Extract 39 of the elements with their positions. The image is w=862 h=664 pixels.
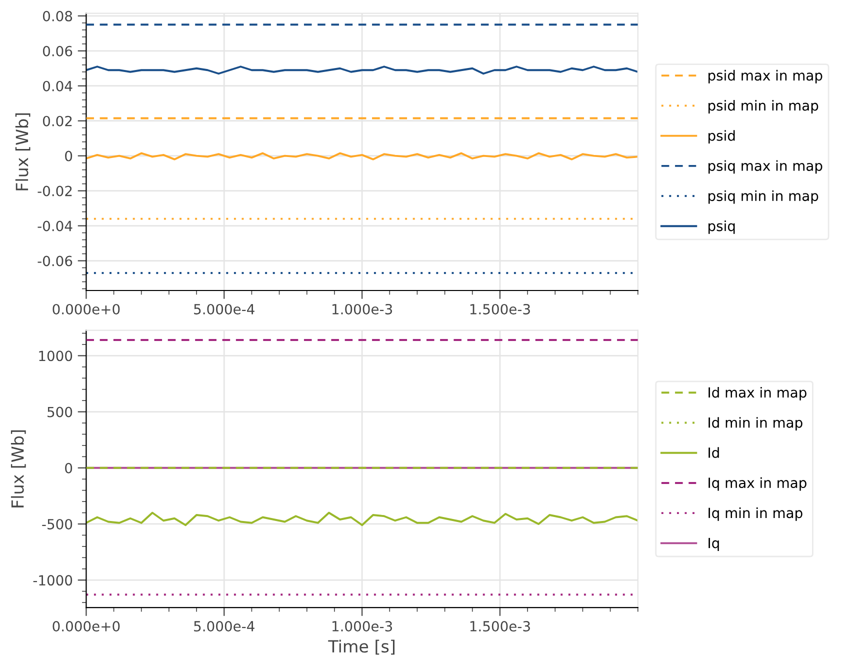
line-series: [86, 152, 638, 160]
y-axis-title: Flux [Wb]: [15, 113, 30, 190]
y-tick-label: 0: [65, 462, 72, 474]
legend-label: psid min in map: [708, 100, 818, 114]
y-tick-label: -500: [42, 518, 72, 530]
y-tick-label: -1000: [33, 575, 72, 586]
y-tick-label: 0.08: [42, 10, 72, 22]
x-tick-label: 0.000e+0: [52, 304, 120, 314]
line-series: [86, 66, 638, 75]
legend-label: Iq min in map: [708, 507, 802, 521]
legend-label: Id min in map: [708, 417, 802, 431]
x-tick-label: 5.000e-4: [194, 304, 254, 314]
x-axis-title: Time [s]: [328, 640, 394, 655]
y-tick-label: -0.06: [38, 256, 72, 266]
legend-label: Id max in map: [708, 386, 806, 400]
y-axis-title: Flux [Wb]: [10, 430, 26, 508]
legend-label: psiq max in map: [708, 160, 822, 174]
y-tick-label: 0: [65, 150, 72, 162]
y-tick-label: -0.04: [38, 220, 72, 232]
x-tick-label: 1.500e-3: [470, 621, 530, 632]
x-tick-label: 1.500e-3: [470, 304, 530, 314]
legend-label: Iq: [708, 538, 719, 551]
y-tick-label: 0.02: [42, 116, 72, 126]
legend-label: psiq min in map: [708, 190, 818, 204]
legend-label: Id: [708, 447, 719, 458]
legend-label: psiq: [708, 220, 735, 234]
y-tick-label: 0.06: [42, 46, 72, 56]
y-tick-label: 0.04: [42, 80, 72, 92]
x-tick-label: 5.000e-4: [194, 621, 254, 632]
line-series: [86, 512, 638, 526]
x-tick-label: 1.000e-3: [332, 304, 392, 314]
legend-label: psid max in map: [708, 70, 822, 84]
legend-label: psid: [708, 130, 735, 144]
y-tick-label: -0.02: [38, 186, 72, 196]
x-tick-label: 1.000e-3: [332, 621, 392, 632]
legend-label: Iq max in map: [708, 477, 806, 491]
x-tick-label: 0.000e+0: [52, 621, 120, 632]
y-tick-label: 1000: [39, 350, 72, 362]
y-tick-label: 500: [48, 406, 72, 418]
